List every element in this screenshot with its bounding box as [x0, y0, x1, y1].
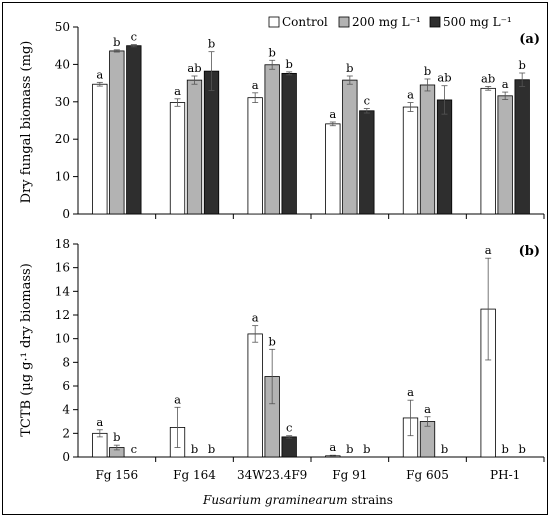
significance-label-b: b [441, 442, 448, 456]
x-tick-label: Fg 91 [332, 468, 367, 482]
x-tick-label: Fg 164 [173, 468, 216, 482]
y-tick-label-b: 2 [62, 426, 70, 440]
legend: Control 200 mg L⁻¹ 500 mg L⁻¹ [268, 15, 512, 29]
significance-label-b: a [252, 311, 259, 325]
panel-label-a: (a) [519, 32, 540, 47]
y-tick-label-a: 40 [55, 57, 70, 71]
bar-a [109, 50, 125, 215]
significance-label-a: ab [187, 61, 201, 75]
bar-a [126, 45, 142, 215]
x-axis-title: Fusarium graminearum strains [202, 493, 393, 507]
significance-label-a: c [364, 94, 370, 108]
significance-label-a: a [329, 107, 336, 121]
significance-label-a: b [208, 37, 215, 51]
significance-label-a: a [502, 77, 509, 91]
significance-label-a: ab [481, 71, 495, 85]
y-tick-label-b: 4 [62, 403, 70, 417]
bar-b [281, 436, 297, 458]
significance-label-b: b [191, 442, 198, 456]
bar-a [497, 95, 513, 215]
significance-label-b: b [113, 430, 120, 444]
y-tick-label-a: 0 [62, 207, 70, 221]
y-axis-title-a: Dry fungal biomass (mg) [19, 41, 34, 204]
significance-label-a: a [96, 67, 103, 81]
bar-a [169, 102, 186, 215]
bar-a [436, 99, 453, 215]
significance-label-a: c [131, 30, 137, 44]
significance-label-b: a [174, 392, 181, 406]
bar-a [359, 110, 375, 215]
y-tick-label-b: 6 [62, 379, 70, 393]
significance-label-a: a [174, 84, 181, 98]
y-axis-title-b: TCTB (µg g·¹ dry biomass) [19, 263, 34, 437]
bar-a [342, 79, 358, 215]
significance-label-b: b [346, 442, 353, 456]
bar-a [92, 83, 108, 215]
legend-label-control: Control [282, 15, 328, 29]
bar-a [480, 87, 496, 215]
legend-label-500: 500 mg L⁻¹ [443, 15, 512, 29]
panel-label-b: (b) [519, 244, 540, 259]
bar-a [419, 84, 436, 215]
x-axis-title-rest: strains [348, 493, 393, 507]
x-tick-label: 34W23.4F9 [237, 468, 307, 482]
bar-b [419, 421, 436, 458]
y-tick-label-a: 30 [55, 95, 70, 109]
bar-a [325, 123, 341, 215]
significance-label-b: a [407, 385, 414, 399]
bar-a [281, 72, 297, 215]
bar-a [264, 64, 280, 215]
bar-a [186, 79, 203, 215]
y-tick-label-a: 10 [55, 170, 70, 184]
significance-label-b: a [424, 402, 431, 416]
significance-label-a: b [113, 35, 120, 49]
y-tick-label-b: 8 [62, 355, 70, 369]
y-tick-label-b: 0 [62, 450, 70, 464]
y-tick-label-b: 12 [55, 308, 70, 322]
significance-label-b: b [501, 442, 508, 456]
significance-label-b: c [131, 442, 137, 456]
significance-label-b: b [208, 442, 215, 456]
significance-label-a: b [518, 58, 525, 72]
significance-label-a: b [268, 45, 275, 59]
x-tick-label: PH-1 [490, 468, 520, 482]
significance-label-b: c [286, 421, 292, 435]
y-tick-label-a: 20 [55, 132, 70, 146]
y-tick-label-b: 16 [55, 261, 70, 275]
bar-a [203, 70, 220, 215]
significance-label-a: b [424, 64, 431, 78]
significance-label-b: b [363, 442, 370, 456]
significance-label-b: a [329, 440, 336, 454]
bar-a [402, 106, 419, 215]
significance-label-a: ab [437, 71, 451, 85]
legend-swatch-control [268, 16, 280, 28]
legend-swatch-500 [429, 16, 441, 28]
y-tick-label-b: 10 [55, 332, 70, 346]
significance-label-b: a [485, 243, 492, 257]
y-tick-label-a: 50 [55, 20, 70, 34]
significance-label-a: a [252, 78, 259, 92]
y-tick-label-b: 18 [55, 237, 70, 251]
bar-a [247, 97, 263, 215]
significance-label-a: a [407, 88, 414, 102]
significance-label-a: b [285, 57, 292, 71]
bar-a [514, 79, 530, 215]
x-tick-label: Fg 605 [406, 468, 449, 482]
x-tick-label: Fg 156 [95, 468, 138, 482]
legend-label-200: 200 mg L⁻¹ [352, 15, 421, 29]
significance-label-a: b [346, 61, 353, 75]
significance-label-b: b [518, 442, 525, 456]
significance-label-b: b [268, 334, 275, 348]
y-tick-label-b: 14 [55, 284, 71, 298]
legend-swatch-200 [338, 16, 350, 28]
x-axis-title-italic: Fusarium graminearum [202, 493, 347, 507]
significance-label-b: a [96, 415, 103, 429]
bar-b [247, 333, 263, 458]
